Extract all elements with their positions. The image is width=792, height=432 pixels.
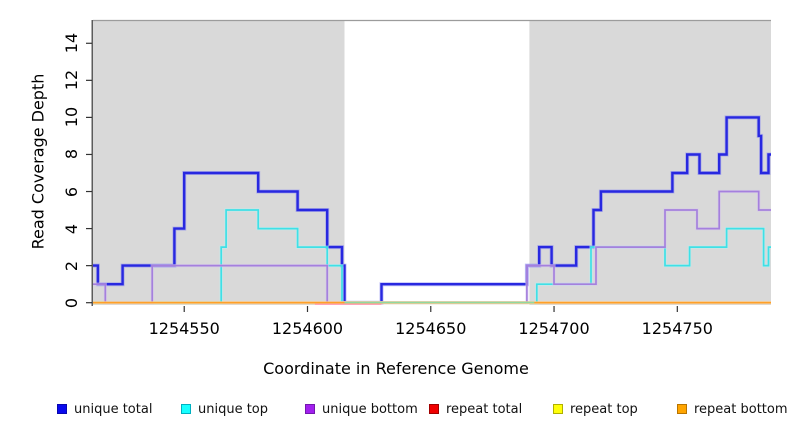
y-tick-label: 0 (62, 297, 81, 308)
x-tick-label: 1254700 (518, 319, 590, 338)
legend-swatch-repeat-bottom (677, 404, 687, 414)
x-tick-label: 1254750 (641, 319, 713, 338)
legend-label-unique-bottom: unique bottom (322, 402, 418, 417)
shaded-region (93, 21, 345, 305)
y-tick-label: 8 (62, 149, 81, 160)
y-tick-label: 10 (62, 107, 81, 128)
legend-label-repeat-bottom: repeat bottom (694, 402, 788, 417)
x-axis-title: Coordinate in Reference Genome (263, 359, 529, 378)
x-tick-label: 1254650 (395, 319, 467, 338)
shaded-region (529, 21, 771, 305)
y-tick-label: 2 (62, 260, 81, 271)
series-unique-total (93, 116, 771, 304)
y-tick-label: 6 (62, 186, 81, 197)
series-unique-bottom (93, 190, 771, 304)
legend-swatch-unique-top (181, 404, 191, 414)
legend-label-unique-top: unique top (198, 402, 269, 417)
legend-swatch-unique-bottom (305, 404, 315, 414)
y-tick-label: 14 (62, 33, 81, 54)
x-tick-label: 1254550 (148, 319, 220, 338)
legend-swatch-repeat-top (553, 404, 563, 414)
y-tick-label: 12 (62, 70, 81, 91)
series-unique-top (93, 209, 771, 304)
x-tick-label: 1254600 (271, 319, 344, 338)
y-tick-label: 4 (62, 223, 81, 234)
y-axis-title: Read Coverage Depth (28, 73, 48, 250)
legend-label-unique-total: unique total (74, 402, 153, 417)
legend-swatch-repeat-total (429, 404, 439, 414)
legend-swatch-unique-total (57, 404, 67, 414)
legend-label-repeat-total: repeat total (446, 402, 523, 417)
legend-label-repeat-top: repeat top (570, 402, 638, 417)
